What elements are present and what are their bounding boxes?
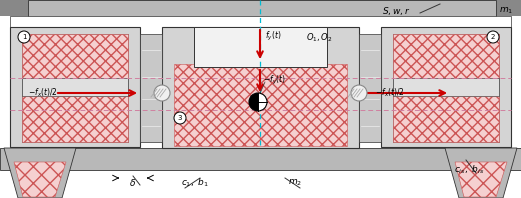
Text: $O_1,O_2$: $O_1,O_2$ xyxy=(306,32,332,44)
Text: 1: 1 xyxy=(22,34,26,40)
Bar xyxy=(22,96,128,142)
Bar xyxy=(0,0,521,16)
Bar xyxy=(393,78,499,96)
Text: $-f_x(t)/2$: $-f_x(t)/2$ xyxy=(375,87,405,99)
Circle shape xyxy=(249,93,267,111)
Text: $-f_y(t)$: $-f_y(t)$ xyxy=(263,73,286,87)
Circle shape xyxy=(154,85,170,101)
Polygon shape xyxy=(455,162,507,197)
Bar xyxy=(140,34,162,142)
Text: 3: 3 xyxy=(178,115,182,121)
Bar xyxy=(359,34,381,142)
Bar xyxy=(162,27,359,148)
Polygon shape xyxy=(14,162,66,197)
Bar xyxy=(10,16,511,152)
Circle shape xyxy=(351,85,367,101)
Text: $f_y(t)$: $f_y(t)$ xyxy=(265,30,281,43)
Bar xyxy=(22,34,128,142)
Circle shape xyxy=(487,31,499,43)
Bar xyxy=(28,0,496,28)
Text: $\delta$: $\delta$ xyxy=(129,177,137,188)
Text: $c_{is},\ b_{is}$: $c_{is},\ b_{is}$ xyxy=(454,164,485,176)
Bar xyxy=(393,34,499,78)
Polygon shape xyxy=(445,148,517,198)
Bar xyxy=(174,64,347,146)
Wedge shape xyxy=(249,93,258,111)
Bar xyxy=(194,27,327,67)
Bar xyxy=(0,148,521,170)
Text: $m_1$: $m_1$ xyxy=(499,6,513,16)
Bar xyxy=(381,27,511,147)
Bar xyxy=(393,34,499,142)
Text: $S, w, r$: $S, w, r$ xyxy=(382,5,411,17)
Bar xyxy=(10,27,140,147)
Text: $m_2$: $m_2$ xyxy=(288,178,302,188)
Polygon shape xyxy=(4,148,76,198)
Bar xyxy=(22,78,128,96)
Bar xyxy=(22,34,128,78)
Bar xyxy=(393,96,499,142)
Text: $-f_x(t)/2$: $-f_x(t)/2$ xyxy=(28,87,58,99)
Circle shape xyxy=(174,112,186,124)
Text: 2: 2 xyxy=(491,34,495,40)
Circle shape xyxy=(18,31,30,43)
Text: $c_1,\ b_1$: $c_1,\ b_1$ xyxy=(181,177,209,189)
